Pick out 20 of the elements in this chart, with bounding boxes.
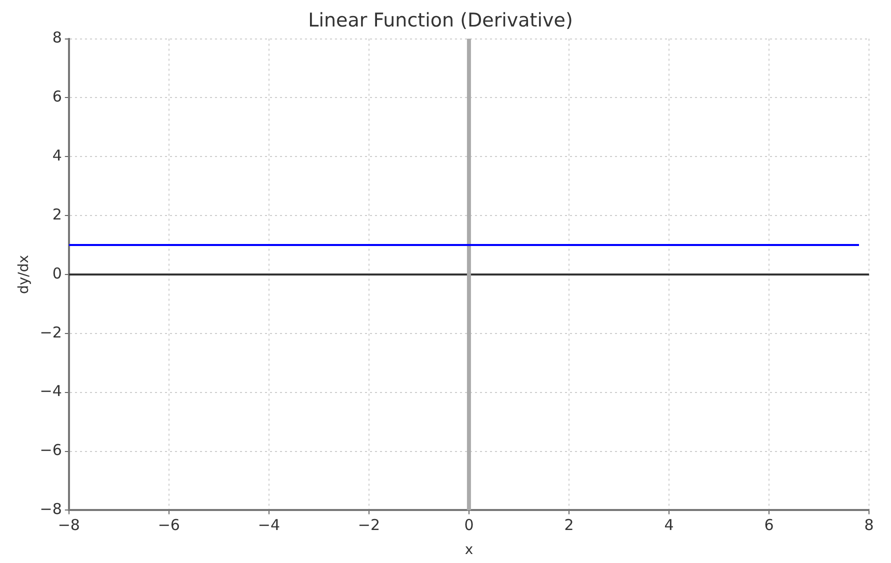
y-tick-label: 6: [52, 88, 62, 106]
x-tick-label: 4: [664, 516, 674, 534]
x-axis-title: x: [464, 542, 474, 558]
y-tick-label: −8: [40, 500, 62, 518]
x-tick-label: 8: [864, 516, 874, 534]
y-tick-label: −4: [40, 382, 62, 400]
x-tick-label: −2: [358, 516, 380, 534]
y-tick-label: −2: [40, 323, 62, 342]
y-tick-label: −6: [40, 441, 62, 460]
y-tick-label: 0: [52, 264, 62, 282]
y-tick-label: 4: [52, 146, 62, 165]
x-tick-label: 0: [464, 516, 474, 534]
y-tick-label: 8: [52, 28, 62, 47]
y-axis-title: dy/dx: [16, 254, 32, 294]
chart-title: Linear Function (Derivative): [308, 9, 573, 32]
x-tick-label: 6: [764, 516, 774, 534]
x-tick-label: −4: [258, 516, 280, 534]
y-tick-label: 2: [52, 205, 62, 224]
x-tick-label: 2: [564, 516, 574, 534]
x-tick-label: −6: [158, 516, 180, 534]
